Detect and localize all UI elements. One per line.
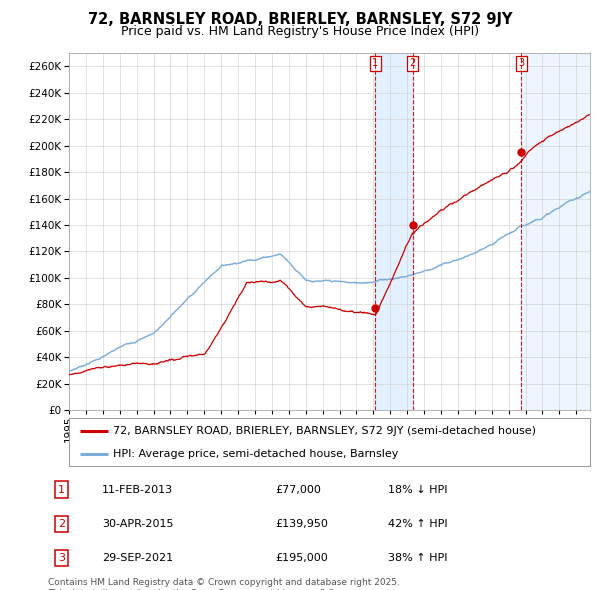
Text: Price paid vs. HM Land Registry's House Price Index (HPI): Price paid vs. HM Land Registry's House … (121, 25, 479, 38)
Text: 11-FEB-2013: 11-FEB-2013 (102, 484, 173, 494)
Text: £139,950: £139,950 (275, 519, 328, 529)
Text: 3: 3 (518, 58, 524, 68)
Text: HPI: Average price, semi-detached house, Barnsley: HPI: Average price, semi-detached house,… (113, 449, 398, 459)
Text: 30-APR-2015: 30-APR-2015 (102, 519, 173, 529)
Text: 18% ↓ HPI: 18% ↓ HPI (388, 484, 448, 494)
Bar (521, 53, 590, 410)
Text: 72, BARNSLEY ROAD, BRIERLEY, BARNSLEY, S72 9JY (semi-detached house): 72, BARNSLEY ROAD, BRIERLEY, BARNSLEY, S… (113, 426, 536, 436)
Bar (375, 53, 413, 410)
Text: Contains HM Land Registry data © Crown copyright and database right 2025.
This d: Contains HM Land Registry data © Crown c… (48, 578, 400, 590)
Text: 2: 2 (410, 58, 416, 68)
Text: 1: 1 (372, 58, 378, 68)
Text: 1: 1 (58, 484, 65, 494)
Text: 42% ↑ HPI: 42% ↑ HPI (388, 519, 448, 529)
Text: 3: 3 (58, 553, 65, 563)
Text: 29-SEP-2021: 29-SEP-2021 (102, 553, 173, 563)
Text: 72, BARNSLEY ROAD, BRIERLEY, BARNSLEY, S72 9JY: 72, BARNSLEY ROAD, BRIERLEY, BARNSLEY, S… (88, 12, 512, 27)
Text: 38% ↑ HPI: 38% ↑ HPI (388, 553, 448, 563)
Text: £77,000: £77,000 (275, 484, 320, 494)
Text: 2: 2 (58, 519, 65, 529)
Text: £195,000: £195,000 (275, 553, 328, 563)
